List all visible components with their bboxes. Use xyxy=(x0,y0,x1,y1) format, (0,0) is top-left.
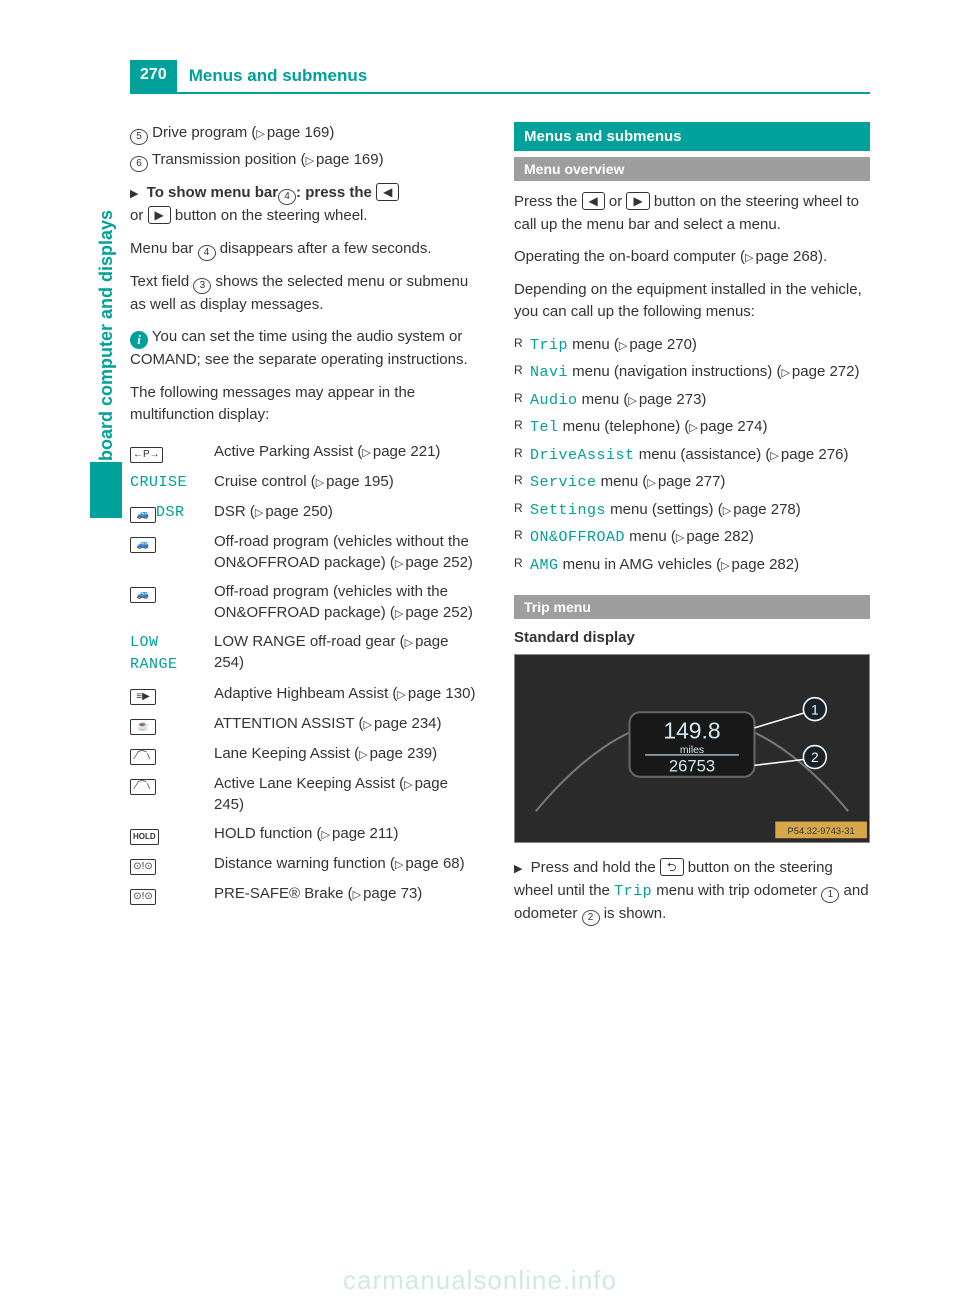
table-row: 🚙Off-road program (vehicles with the ON&… xyxy=(130,577,486,627)
right-column: Menus and submenus Menu overview Press t… xyxy=(514,122,870,936)
messages-table: ←P→Active Parking Assist (page 221)CRUIS… xyxy=(130,437,486,909)
table-row: ☕ATTENTION ASSIST (page 234) xyxy=(130,709,486,739)
back-key: ⮌ xyxy=(660,858,684,876)
svg-text:2: 2 xyxy=(811,750,819,765)
info-note: i You can set the time using the audio s… xyxy=(130,326,486,372)
sidebar-tab: On-board computer and displays xyxy=(90,92,122,492)
table-row: CRUISECruise control (page 195) xyxy=(130,467,486,497)
left-arrow-key: ◀ xyxy=(582,192,605,210)
table-row: ∕⏜∖Lane Keeping Assist (page 239) xyxy=(130,739,486,769)
operating-note: Operating the on-board computer (page 26… xyxy=(514,246,870,269)
following-messages: The following messages may appear in the… xyxy=(130,382,486,427)
list-item: Audio menu (page 273) xyxy=(514,389,870,413)
list-item: ON&OFFROAD menu (page 282) xyxy=(514,526,870,550)
subsection-trip-menu: Trip menu xyxy=(514,595,870,619)
press-instruction: Press the ◀ or ▶ button on the steering … xyxy=(514,191,870,236)
to-show-menu-bar: To show menu bar4: press the ◀ or ▶ butt… xyxy=(130,182,486,228)
press-hold-instruction: Press and hold the ⮌ button on the steer… xyxy=(514,857,870,926)
fig-bottom-value: 26753 xyxy=(669,757,715,776)
svg-text:1: 1 xyxy=(811,702,819,717)
section-heading: Menus and submenus xyxy=(514,122,870,151)
left-arrow-key: ◀ xyxy=(376,183,399,201)
list-item: Settings menu (settings) (page 278) xyxy=(514,499,870,523)
table-row: ⊙!⊙Distance warning function (page 68) xyxy=(130,849,486,879)
right-arrow-key: ▶ xyxy=(148,206,171,224)
trip-display-figure: 149.8 miles 26753 1 2 P54.32-9743-31 xyxy=(514,654,870,843)
table-row: ≡▶Adaptive Highbeam Assist (page 130) xyxy=(130,679,486,709)
page-header: 270 Menus and submenus xyxy=(130,60,870,94)
table-row: ∕⏜∖Active Lane Keeping Assist (page 245) xyxy=(130,769,486,819)
watermark: carmanualsonline.info xyxy=(0,1265,960,1296)
fig-unit: miles xyxy=(680,745,704,756)
menubar-note: Menu bar 4 disappears after a few second… xyxy=(130,238,486,261)
list-item: Tel menu (telephone) (page 274) xyxy=(514,416,870,440)
page-number: 270 xyxy=(130,60,177,92)
sidebar-accent-block xyxy=(90,462,122,518)
table-row: ←P→Active Parking Assist (page 221) xyxy=(130,437,486,467)
table-row: 🚙Off-road program (vehicles without the … xyxy=(130,527,486,577)
table-row: ⊙!⊙PRE-SAFE® Brake (page 73) xyxy=(130,879,486,909)
list-item: Trip menu (page 270) xyxy=(514,334,870,358)
list-item: Service menu (page 277) xyxy=(514,471,870,495)
depending-note: Depending on the equipment installed in … xyxy=(514,279,870,324)
textfield-note: Text field 3 shows the selected menu or … xyxy=(130,271,486,317)
table-row: LOW RANGELOW RANGE off-road gear (page 2… xyxy=(130,627,486,679)
sidebar-label: On-board computer and displays xyxy=(96,210,117,492)
page-title: Menus and submenus xyxy=(177,60,380,92)
menu-list: Trip menu (page 270) Navi menu (navigatio… xyxy=(514,334,870,578)
subsection-menu-overview: Menu overview xyxy=(514,157,870,181)
table-row: 🚙DSRDSR (page 250) xyxy=(130,497,486,527)
fig-top-value: 149.8 xyxy=(663,717,720,743)
numbered-item: 6 Transmission position (page 169) xyxy=(130,149,486,172)
info-icon: i xyxy=(130,331,148,349)
list-item: Navi menu (navigation instructions) (pag… xyxy=(514,361,870,385)
right-arrow-key: ▶ xyxy=(626,192,649,210)
table-row: HOLDHOLD function (page 211) xyxy=(130,819,486,849)
left-column: 5 Drive program (page 169) 6 Transmission… xyxy=(130,122,486,936)
fig-label: P54.32-9743-31 xyxy=(788,826,855,836)
numbered-item: 5 Drive program (page 169) xyxy=(130,122,486,145)
list-item: AMG menu in AMG vehicles (page 282) xyxy=(514,554,870,578)
standard-display-heading: Standard display xyxy=(514,629,870,646)
list-item: DriveAssist menu (assistance) (page 276) xyxy=(514,444,870,468)
